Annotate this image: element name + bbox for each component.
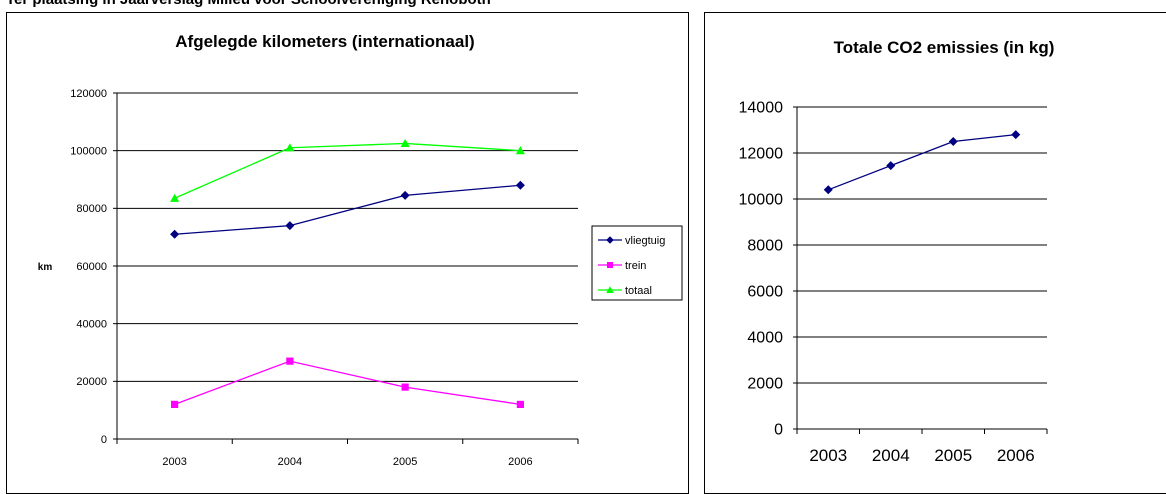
data-point xyxy=(886,161,896,171)
chart-panel-km: Afgelegde kilometers (internationaal) 0 20… xyxy=(6,12,689,494)
y-tick-label: 100000 xyxy=(70,146,107,158)
y-tick-label: 6000 xyxy=(747,284,783,301)
chart-title: Afgelegde kilometers (internationaal) xyxy=(175,32,474,51)
y-tick-label: 2000 xyxy=(747,376,783,393)
co2-chart-svg: Totale CO2 emissies (in kg) 0 2000 4000 6000… xyxy=(739,38,1055,465)
y-tick-label: 40000 xyxy=(76,319,107,331)
y-tick-label: 12000 xyxy=(739,146,784,163)
y-tick-label: 0 xyxy=(101,434,107,446)
x-tick-label: 2004 xyxy=(278,456,302,468)
data-point xyxy=(515,180,525,190)
legend-marker xyxy=(606,286,614,294)
top-caption: Ter plaatsing in Jaarverslag Milieu voor… xyxy=(6,0,491,8)
data-point xyxy=(400,190,410,200)
legend-label: trein xyxy=(625,260,646,272)
x-tick-label: 2005 xyxy=(393,456,417,468)
data-point xyxy=(170,229,180,239)
y-tick-label: 20000 xyxy=(76,376,107,388)
x-tick-label: 2003 xyxy=(162,456,186,468)
x-tick-label: 2006 xyxy=(997,446,1035,465)
series-line xyxy=(828,133,1016,191)
x-tick-label: 2003 xyxy=(809,446,847,465)
chart-title: Totale CO2 emissies (in kg) xyxy=(834,38,1055,57)
x-tick-label: 2006 xyxy=(508,456,532,468)
y-tick-label: 80000 xyxy=(76,203,107,215)
data-point xyxy=(286,357,294,365)
data-point xyxy=(515,146,525,155)
series-line xyxy=(174,142,521,199)
data-point xyxy=(823,185,833,195)
data-point xyxy=(948,137,958,146)
legend-label: vliegtuig xyxy=(625,235,665,247)
data-point xyxy=(170,193,180,202)
y-tick-label: 8000 xyxy=(747,238,783,255)
y-axis-label: km xyxy=(38,262,53,273)
km-chart-svg: Afgelegde kilometers (internationaal) 0 20… xyxy=(38,32,683,468)
data-point xyxy=(285,221,295,231)
y-tick-label: 0 xyxy=(774,422,783,439)
y-tick-label: 4000 xyxy=(747,330,783,347)
legend-marker xyxy=(606,236,614,244)
data-point xyxy=(516,400,524,408)
data-point xyxy=(285,143,295,152)
chart-panel-co2: Totale CO2 emissies (in kg) 0 2000 4000 6000… xyxy=(704,12,1166,494)
data-point xyxy=(400,138,410,148)
data-point xyxy=(1011,130,1021,140)
series-line xyxy=(174,184,521,235)
y-tick-label: 14000 xyxy=(739,100,784,117)
y-tick-label: 10000 xyxy=(739,192,784,209)
data-point xyxy=(171,400,179,408)
y-tick-label: 120000 xyxy=(70,88,107,100)
series-line xyxy=(174,360,521,406)
data-point xyxy=(401,383,409,391)
x-tick-label: 2005 xyxy=(934,446,972,465)
legend-marker xyxy=(606,261,614,269)
x-tick-label: 2004 xyxy=(872,446,910,465)
y-tick-label: 60000 xyxy=(76,261,107,273)
legend-label: totaal xyxy=(625,285,652,297)
